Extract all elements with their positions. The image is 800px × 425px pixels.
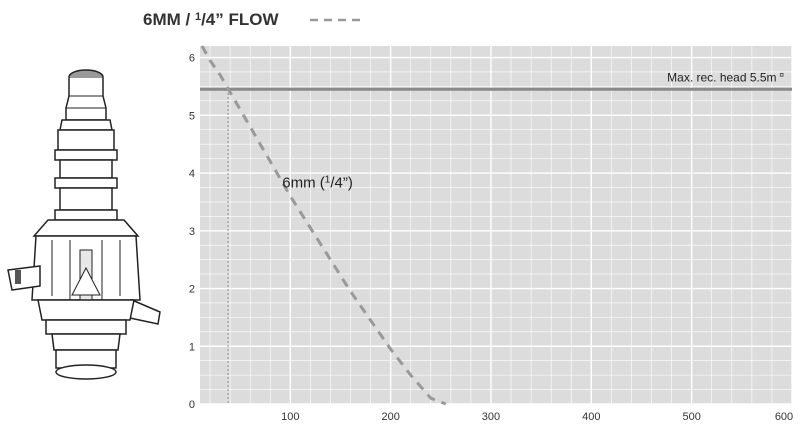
series-label-6mm: 6mm (1/4”) bbox=[282, 174, 353, 191]
x-tick-label: 400 bbox=[582, 411, 600, 423]
x-tick-label: 500 bbox=[682, 411, 700, 423]
x-tick-label: 600 bbox=[775, 411, 793, 423]
x-tick-label: 200 bbox=[381, 411, 399, 423]
x-tick-label: 100 bbox=[281, 411, 299, 423]
title-frac-num: 1 bbox=[195, 11, 201, 23]
max-head-label-text: Max. rec. head 5.5m bbox=[667, 70, 776, 84]
y-tick-label: 2 bbox=[189, 284, 195, 296]
title-rest: ” FLOW bbox=[215, 10, 279, 29]
y-tick-label: 6 bbox=[189, 53, 195, 65]
series-label-frac-num: 1 bbox=[325, 174, 331, 185]
svg-text:6MM / 1/4” FLOW: 6MM / 1/4” FLOW bbox=[143, 10, 279, 29]
y-tick-labels: 0 1 2 3 4 5 6 bbox=[189, 53, 195, 411]
plot-background bbox=[200, 46, 792, 404]
y-tick-label: 5 bbox=[189, 110, 195, 122]
x-tick-labels: 100 200 300 400 500 600 bbox=[281, 411, 793, 423]
grid-major bbox=[200, 46, 793, 405]
y-tick-label: 1 bbox=[189, 341, 195, 353]
series-label-frac-den: /4 bbox=[330, 174, 343, 191]
fitting-illustration bbox=[7, 69, 161, 380]
series-line-6mm bbox=[200, 45, 447, 406]
series-label-rest: ”) bbox=[343, 174, 353, 191]
chart-title: 6MM / 1/4” FLOW bbox=[143, 10, 279, 29]
title-main: 6MM / bbox=[143, 10, 195, 29]
y-tick-label: 0 bbox=[189, 399, 195, 411]
y-tick-label: 3 bbox=[189, 226, 195, 238]
series-label-main: 6mm ( bbox=[282, 174, 325, 191]
y-tick-label: 4 bbox=[189, 168, 195, 180]
title-frac-den: /4 bbox=[201, 10, 216, 29]
max-head-label: Max. rec. head 5.5m ¤ bbox=[667, 70, 784, 84]
x-tick-label: 300 bbox=[482, 411, 500, 423]
grid-minor bbox=[200, 46, 792, 404]
max-head-mark: ¤ bbox=[780, 70, 785, 79]
